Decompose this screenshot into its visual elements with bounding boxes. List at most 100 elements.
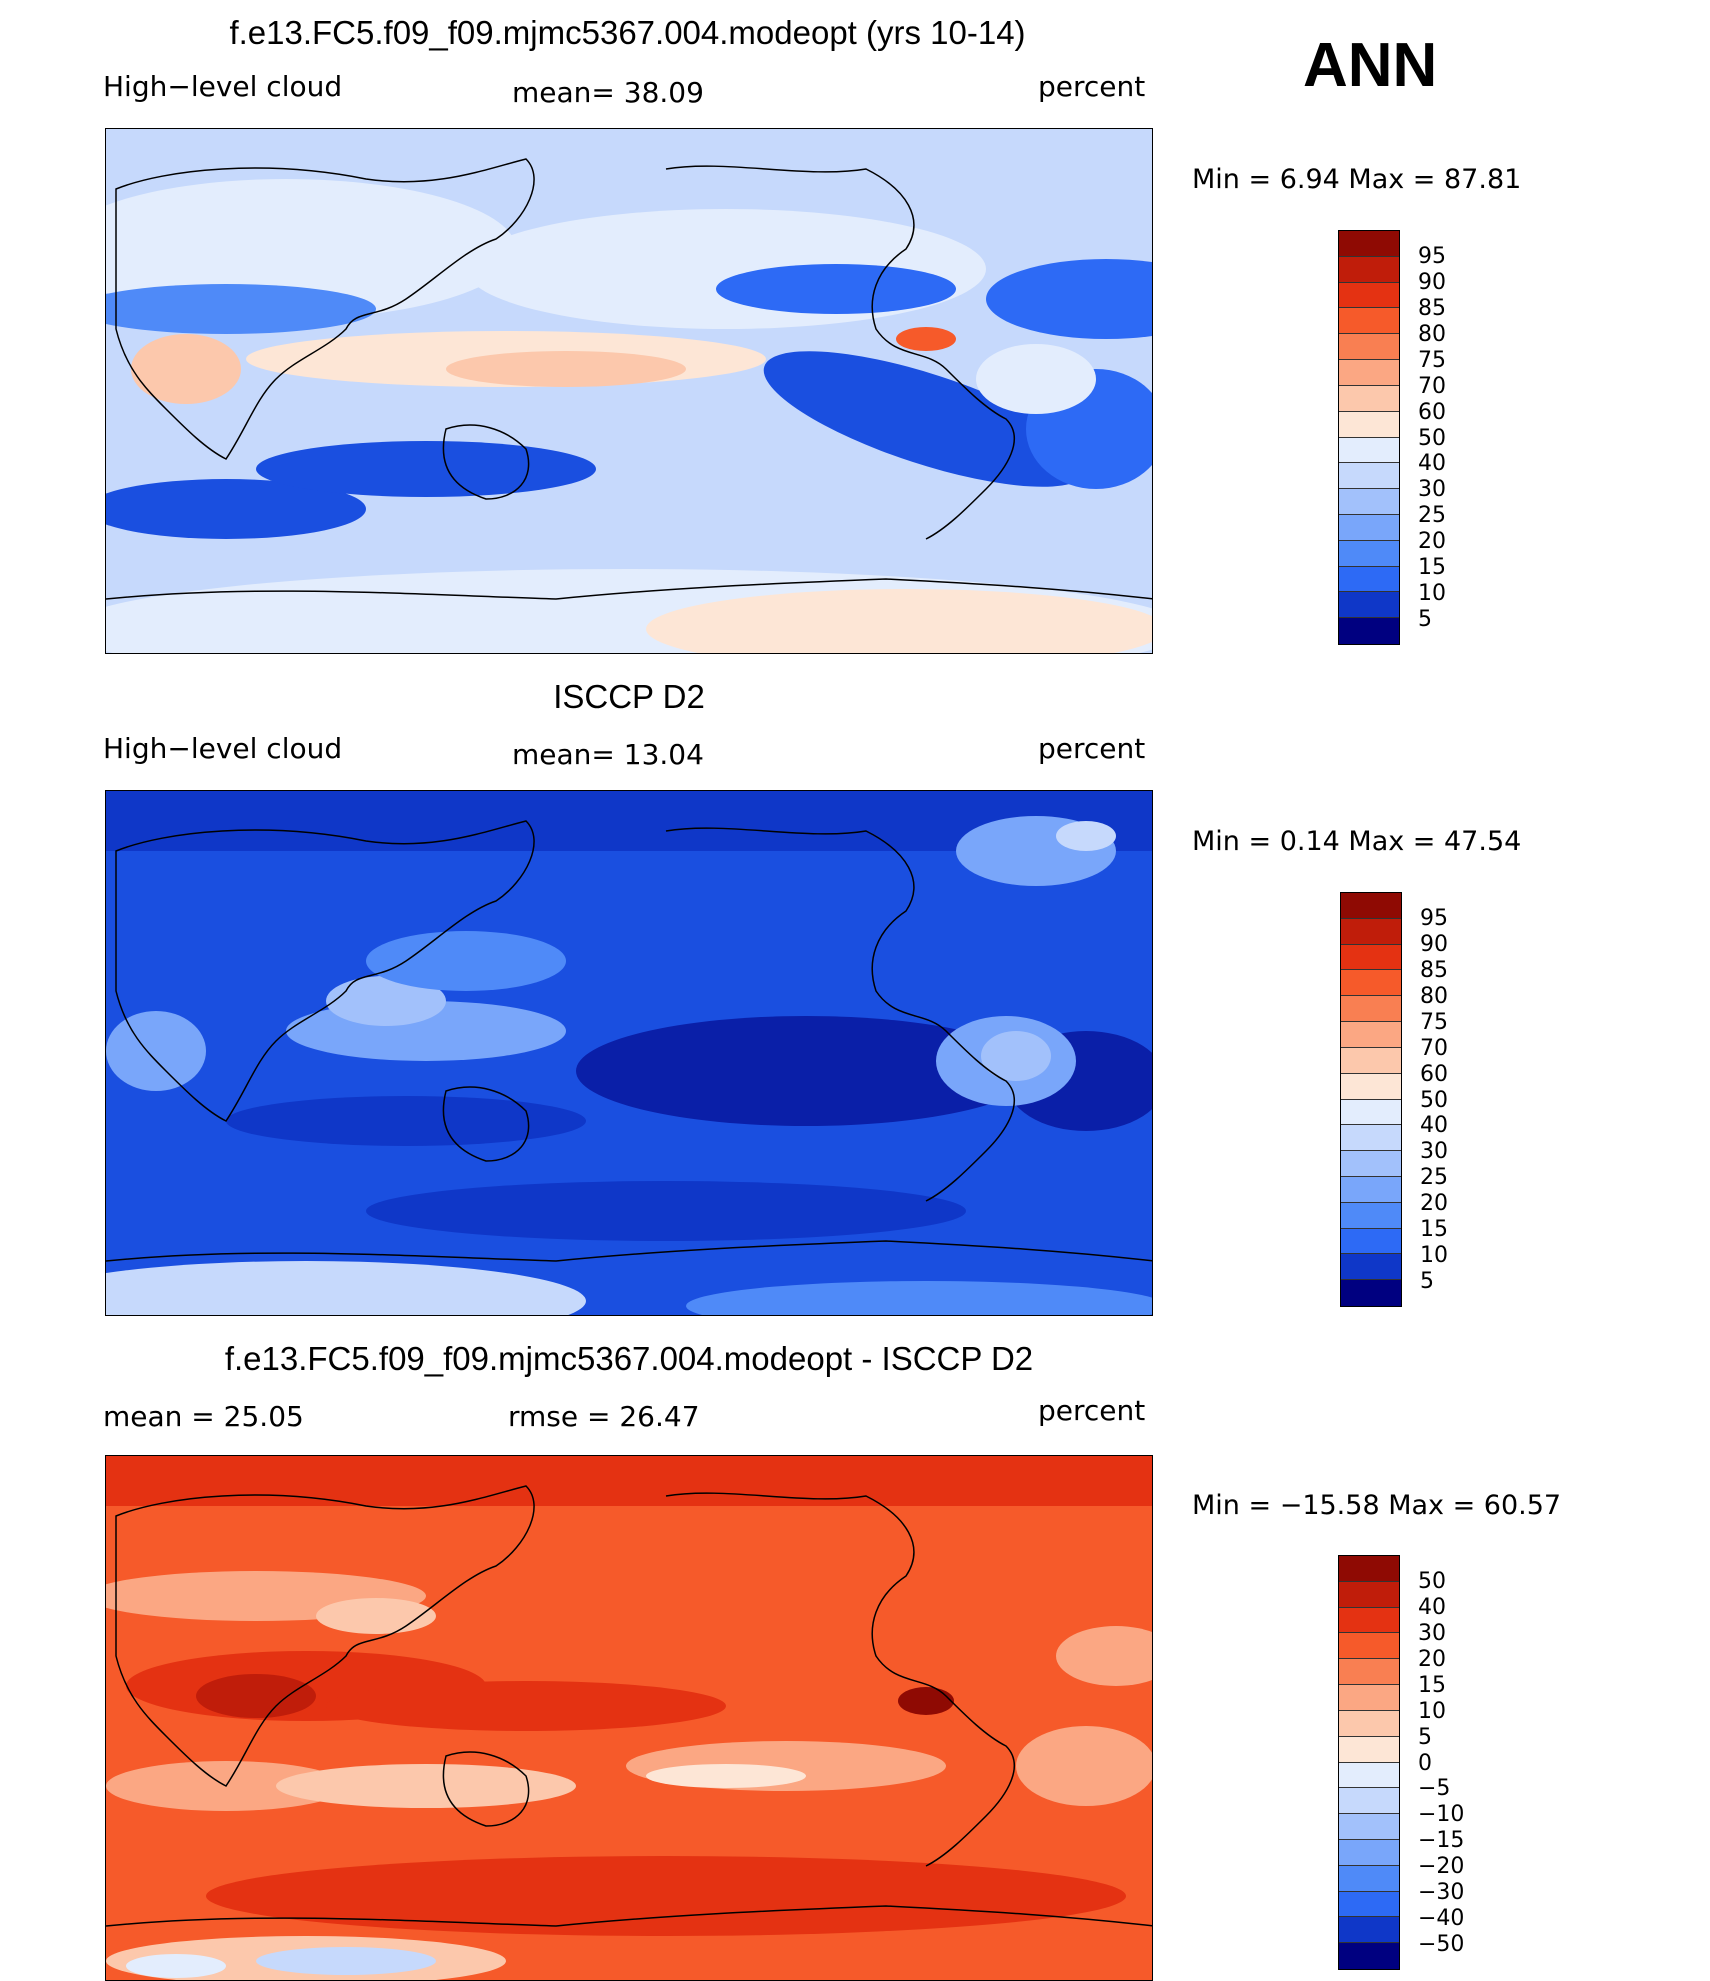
- colorbar-segment: [1339, 463, 1399, 490]
- colorbar-tick-label: −40: [1418, 1906, 1465, 1932]
- colorbar-tick-label: 90: [1420, 931, 1448, 957]
- colorbar-tick-label: 5: [1420, 1269, 1434, 1295]
- colorbar-segment: [1341, 893, 1401, 919]
- colorbar-segment: [1339, 1788, 1399, 1815]
- colorbar-segment: [1339, 1814, 1399, 1840]
- panel3-mean-label: mean = 25.05: [103, 1400, 304, 1433]
- colorbar-segment: [1341, 1228, 1401, 1255]
- colorbar-segment: [1341, 996, 1401, 1023]
- colorbar-tick-label: 0: [1418, 1750, 1432, 1776]
- colorbar-tick-label: 95: [1420, 905, 1448, 931]
- colorbar-tick-label: 30: [1418, 477, 1446, 503]
- colorbar-tick-label: −50: [1418, 1932, 1465, 1958]
- colorbar-segment: [1339, 256, 1399, 283]
- colorbar-segment: [1339, 1839, 1399, 1866]
- colorbar-segment: [1339, 411, 1399, 438]
- colorbar-segment: [1339, 1891, 1399, 1918]
- panel2-map-svg: [106, 791, 1152, 1315]
- colorbar-segment: [1339, 1581, 1399, 1608]
- colorbar-tick-label: 40: [1418, 1594, 1446, 1620]
- colorbar-tick-label: 10: [1420, 1243, 1448, 1269]
- panel2-mean-label: mean= 13.04: [512, 738, 704, 771]
- colorbar-tick-label: 20: [1418, 1646, 1446, 1672]
- colorbar-tick-label: 50: [1418, 1568, 1446, 1594]
- colorbar-tick-label: 30: [1420, 1139, 1448, 1165]
- colorbar-segment: [1341, 1125, 1401, 1152]
- colorbar-segment: [1341, 1047, 1401, 1074]
- colorbar-tick-label: −20: [1418, 1854, 1465, 1880]
- colorbar-tick-label: 80: [1420, 983, 1448, 1009]
- colorbar-tick-label: 15: [1418, 555, 1446, 581]
- panel2-minmax: Min = 0.14 Max = 47.54: [1192, 826, 1522, 857]
- colorbar-tick-label: 15: [1420, 1217, 1448, 1243]
- panel1-map-svg: [106, 129, 1152, 653]
- colorbar-tick-label: 75: [1418, 347, 1446, 373]
- colorbar-segment: [1339, 1710, 1399, 1737]
- colorbar-segment: [1341, 1151, 1401, 1177]
- panel1-minmax: Min = 6.94 Max = 87.81: [1192, 164, 1522, 195]
- panel2-colorbar: [1340, 892, 1402, 1307]
- colorbar-tick-label: 25: [1420, 1165, 1448, 1191]
- colorbar-segment: [1339, 489, 1399, 515]
- colorbar-tick-label: 10: [1418, 1698, 1446, 1724]
- colorbar-segment: [1341, 1280, 1401, 1306]
- colorbar-tick-label: 95: [1418, 243, 1446, 269]
- panel3-minmax: Min = −15.58 Max = 60.57: [1192, 1490, 1562, 1521]
- colorbar-segment: [1339, 1736, 1399, 1763]
- colorbar-tick-label: 40: [1418, 451, 1446, 477]
- colorbar-segment: [1339, 1762, 1399, 1789]
- colorbar-tick-label: −5: [1418, 1776, 1451, 1802]
- colorbar-segment: [1339, 566, 1399, 593]
- colorbar-tick-label: 10: [1418, 581, 1446, 607]
- panel1-map: [105, 128, 1153, 654]
- colorbar-segment: [1341, 918, 1401, 945]
- colorbar-segment: [1339, 1865, 1399, 1892]
- colorbar-segment: [1339, 1659, 1399, 1686]
- panel3-colorbar: [1338, 1555, 1400, 1970]
- colorbar-tick-label: 5: [1418, 607, 1432, 633]
- colorbar-tick-label: 15: [1418, 1672, 1446, 1698]
- colorbar-tick-label: 60: [1418, 399, 1446, 425]
- colorbar-tick-label: 20: [1420, 1191, 1448, 1217]
- colorbar-segment: [1339, 1943, 1399, 1969]
- panel3-map: [105, 1455, 1153, 1981]
- colorbar-segment: [1339, 360, 1399, 386]
- colorbar-segment: [1341, 944, 1401, 971]
- colorbar-segment: [1341, 1202, 1401, 1229]
- colorbar-tick-label: 25: [1418, 503, 1446, 529]
- colorbar-tick-label: −30: [1418, 1880, 1465, 1906]
- colorbar-tick-label: −15: [1418, 1828, 1465, 1854]
- panel2-variable-label: High−level cloud: [103, 732, 343, 765]
- colorbar-tick-label: 40: [1420, 1113, 1448, 1139]
- panel3-title: f.e13.FC5.f09_f09.mjmc5367.004.modeopt -…: [224, 1340, 1034, 1377]
- colorbar-segment: [1339, 1633, 1399, 1660]
- colorbar-segment: [1339, 1685, 1399, 1711]
- panel1-colorbar-labels: 95 90 85 80 75 70 60 50 40 30 25 20 15 10 5: [1418, 230, 1478, 645]
- panel2-title: ISCCP D2: [553, 678, 705, 715]
- colorbar-segment: [1341, 1073, 1401, 1100]
- panel3-units-label: percent: [1038, 1394, 1146, 1427]
- colorbar-tick-label: 5: [1418, 1724, 1432, 1750]
- colorbar-segment: [1339, 437, 1399, 464]
- colorbar-segment: [1339, 540, 1399, 567]
- colorbar-segment: [1339, 1607, 1399, 1634]
- colorbar-tick-label: 90: [1418, 269, 1446, 295]
- panel3-map-svg: [106, 1456, 1152, 1980]
- panel2-map: [105, 790, 1153, 1316]
- colorbar-segment: [1339, 1917, 1399, 1944]
- season-label: ANN: [1303, 31, 1438, 100]
- colorbar-tick-label: 20: [1418, 529, 1446, 555]
- colorbar-segment: [1339, 618, 1399, 644]
- colorbar-segment: [1339, 231, 1399, 257]
- colorbar-segment: [1339, 385, 1399, 412]
- colorbar-tick-label: 30: [1418, 1620, 1446, 1646]
- colorbar-tick-label: 85: [1418, 295, 1446, 321]
- colorbar-segment: [1341, 970, 1401, 997]
- colorbar-segment: [1339, 514, 1399, 541]
- colorbar-segment: [1339, 282, 1399, 309]
- colorbar-tick-label: 50: [1418, 425, 1446, 451]
- colorbar-segment: [1339, 308, 1399, 335]
- colorbar-tick-label: 60: [1420, 1061, 1448, 1087]
- colorbar-segment: [1341, 1176, 1401, 1203]
- panel1-variable-label: High−level cloud: [103, 70, 343, 103]
